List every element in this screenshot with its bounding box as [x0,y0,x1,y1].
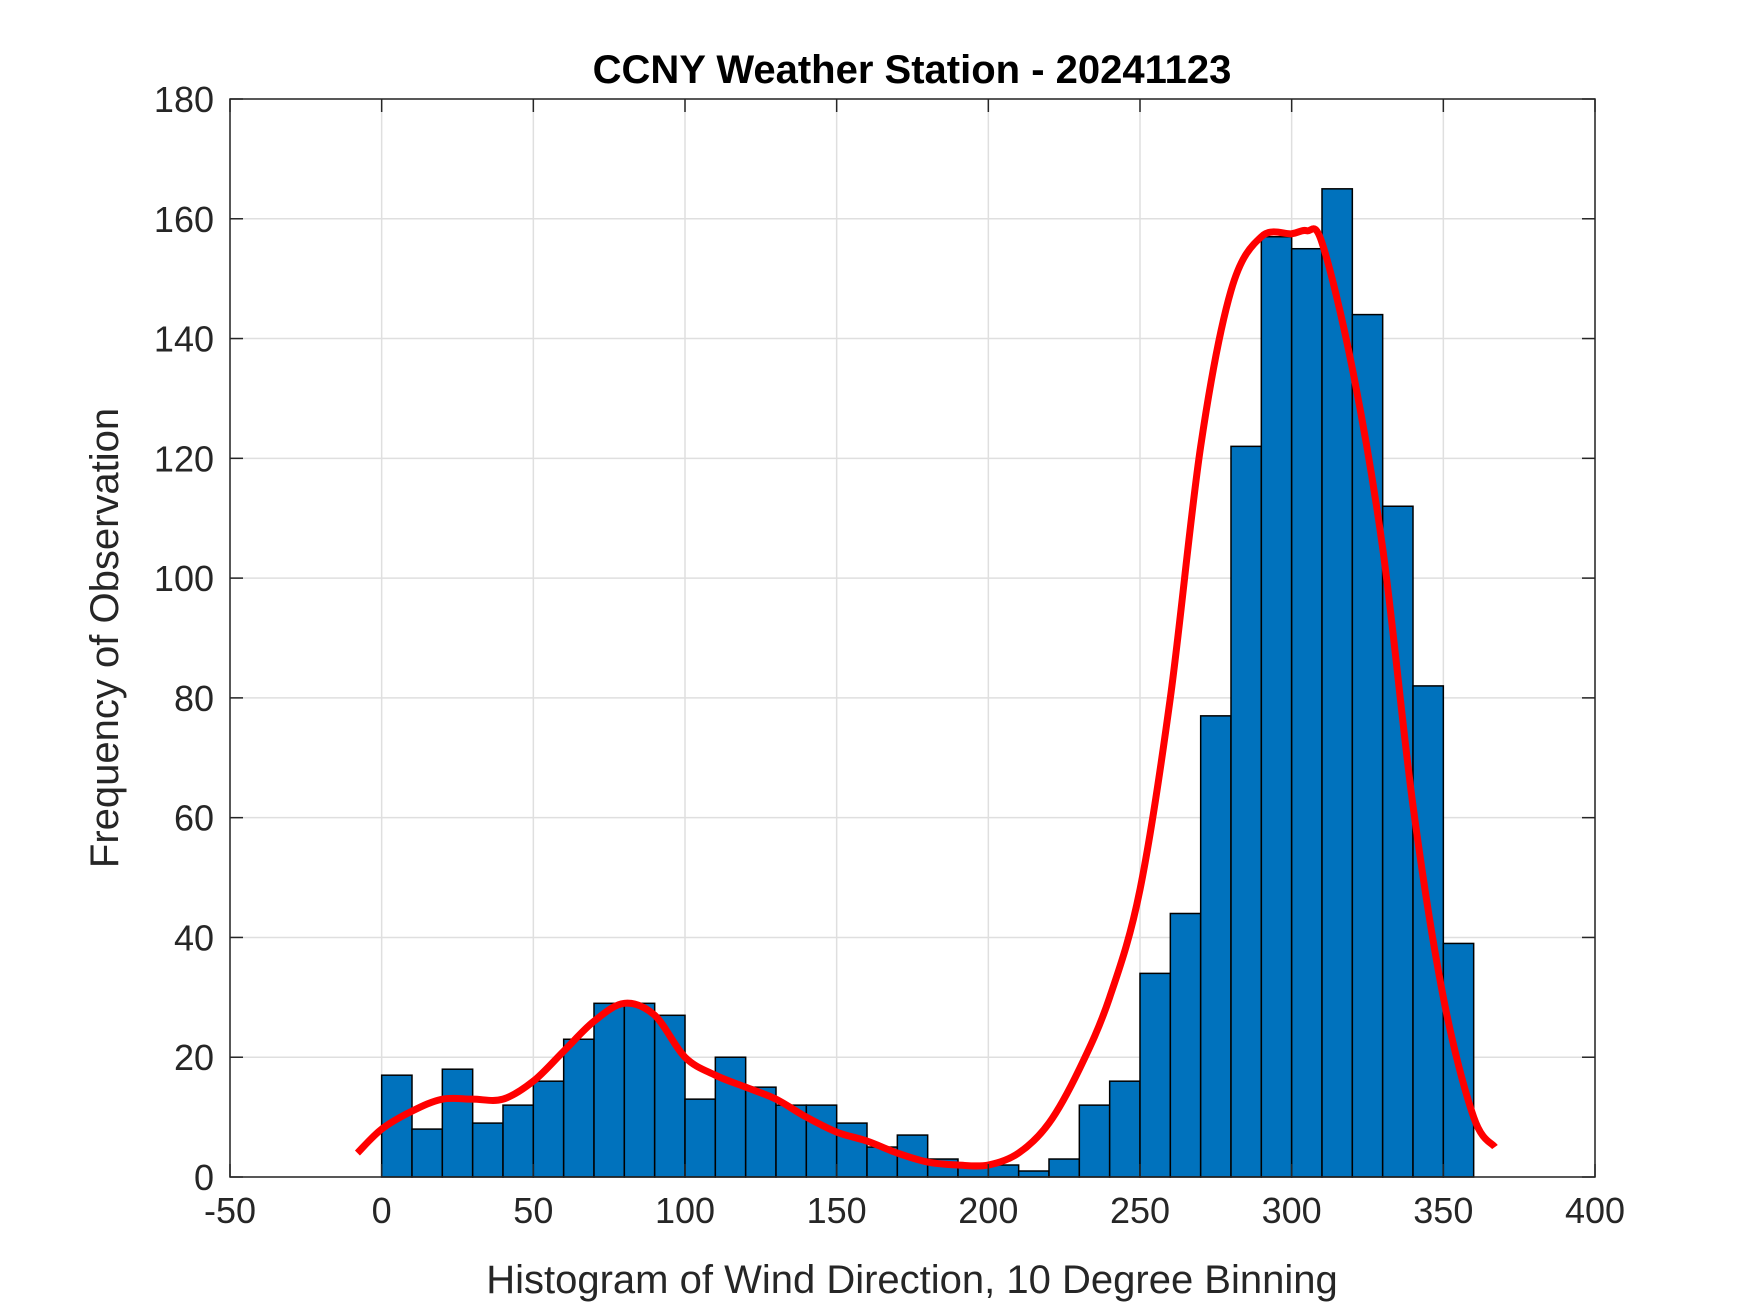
histogram-bar [744,1086,777,1178]
y-axis-label: Frequency of Observation [83,408,127,868]
histogram-bar [1169,912,1202,1178]
x-tick-label: 400 [1565,1190,1625,1231]
y-tick-label: 40 [174,917,214,958]
histogram-bar [1199,715,1232,1178]
histogram-bars [380,188,1475,1178]
histogram-bar [1078,1104,1111,1178]
y-tick-label: 140 [154,319,214,360]
y-tick-label: 60 [174,798,214,839]
histogram-bar [593,1002,626,1178]
histogram-bar [1290,247,1323,1178]
histogram-bar [532,1080,565,1178]
axis-ticks: -50 0 50 100 150 200 250 300 350 4000204060801001… [154,79,1625,1231]
x-axis-label: Histogram of Wind Direction, 10 Degree B… [486,1258,1338,1302]
histogram-bar [1139,972,1172,1178]
x-tick-label: 100 [655,1190,715,1231]
histogram-bar [1048,1158,1081,1178]
y-tick-label: 20 [174,1037,214,1078]
x-tick-label: 0 [372,1190,392,1231]
x-tick-label: 250 [1110,1190,1170,1231]
histogram-bar [684,1098,717,1178]
x-tick-label: 150 [807,1190,867,1231]
axes-box [229,98,1596,1178]
histogram-bar [1230,445,1263,1178]
x-tick-label: 300 [1262,1190,1322,1231]
histogram-bar [411,1128,444,1178]
y-tick-label: 0 [194,1157,214,1198]
histogram-bar [623,1002,656,1178]
x-tick-label: 200 [958,1190,1018,1231]
y-tick-label: 100 [154,558,214,599]
histogram-bar [1260,235,1293,1178]
histogram-bar [1108,1080,1141,1178]
y-tick-label: 180 [154,79,214,120]
y-tick-label: 80 [174,678,214,719]
histogram-bar [1017,1170,1050,1178]
y-tick-label: 120 [154,438,214,479]
x-tick-label: 350 [1413,1190,1473,1231]
x-tick-label: -50 [204,1190,256,1231]
fit-curve-layer [354,225,1498,1170]
histogram-bar [1381,505,1414,1178]
chart-title: CCNY Weather Station - 20241123 [593,48,1232,92]
histogram-bar [502,1104,535,1178]
y-tick-label: 160 [154,199,214,240]
x-tick-label: 50 [513,1190,553,1231]
histogram-bar [471,1122,504,1178]
histogram-bar [441,1068,474,1178]
fit-curve-line [354,225,1498,1170]
histogram-bar [562,1038,595,1178]
